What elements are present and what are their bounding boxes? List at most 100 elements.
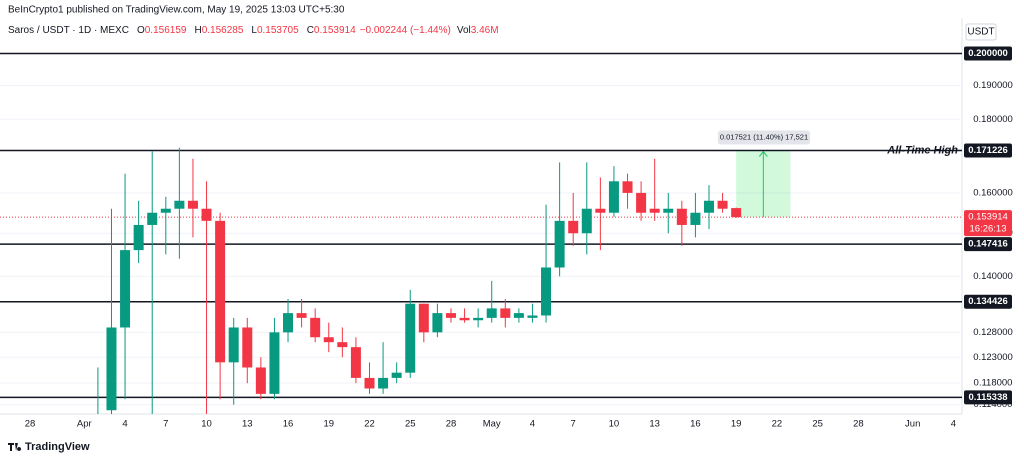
candle-body [269,332,280,394]
countdown: 16:26:13 [970,224,1007,235]
candle-body [513,313,524,318]
level-label-box [964,294,1012,309]
candle-body [568,220,579,234]
level-label-box [964,237,1012,252]
candle-body [432,313,443,333]
candle-body [201,208,212,221]
candle-body [228,327,239,363]
legend-item: 0.153914 [314,25,356,36]
candle-body [445,313,456,318]
legend-item: −0.002244 (−1.44%) [360,25,451,36]
candle-body [296,313,307,318]
measure-label: 0.017521 (11.40%) 17,521 [720,133,808,142]
candle-body [133,224,144,251]
candle-body [527,315,538,318]
x-tick-label: 28 [853,419,864,430]
candle-body [622,181,633,193]
x-tick-label: 4 [951,419,956,430]
y-tick-label: 0.160000 [973,187,1013,198]
candle-body [106,327,117,411]
currency-box [965,23,997,41]
candle-body [337,342,348,348]
y-tick-label: 0.140000 [973,271,1013,282]
legend-item: O [137,25,145,36]
candle-body [486,308,497,318]
level-label-box [964,143,1012,158]
x-tick-label: 19 [323,419,334,430]
candle-body [690,212,701,225]
x-tick-label: 10 [201,419,212,430]
legend-item: Saros / USDT · 1D · MEXC [8,25,129,36]
y-tick-label: 0.123000 [973,352,1013,363]
candle-body [174,200,185,209]
candle-body [310,317,321,338]
last-price-label: 0.153914 [968,212,1008,223]
x-tick-label: May [483,419,501,430]
candle-body [649,208,660,213]
candle-body [608,181,619,213]
x-tick-label: 28 [25,419,36,430]
candle-body [581,208,592,234]
legend-item: 3.46M [471,25,499,36]
x-tick-label: 4 [122,419,127,430]
x-tick-label: 16 [690,419,701,430]
x-tick-label: 7 [571,419,576,430]
candle-body [147,212,158,225]
x-tick-label: Apr [77,419,92,430]
candle-body [554,220,565,268]
candle-body [541,267,552,316]
candle-body [120,250,131,328]
x-tick-label: 19 [731,419,742,430]
candle-body [187,200,198,209]
candle-body [717,200,728,209]
candle-body [160,208,171,213]
last-price-box [964,210,1012,237]
x-tick-label: 25 [405,419,416,430]
level-label: 0.115338 [968,392,1007,403]
legend-item: H [194,25,201,36]
y-tick-label: 0.190000 [973,80,1013,91]
candle-body [663,208,674,213]
candle-body [242,327,253,368]
candle-body [405,303,416,373]
plot-area [0,52,962,414]
level-label: 0.134426 [968,296,1008,307]
legend-item: Vol [457,25,471,36]
x-tick-label: 7 [163,419,168,430]
candle-body [378,377,389,389]
candle-body [255,367,266,394]
symbol-legend: Saros / USDT · 1D · MEXC O0.156159 H0.1562… [8,25,499,36]
level-label: 0.200000 [968,48,1008,59]
legend-item: 0.156285 [202,25,244,36]
legend-item: L [251,25,257,36]
y-tick-label: 0.128000 [973,327,1013,338]
x-tick-label: 13 [242,419,253,430]
candle-body [215,220,226,363]
x-tick-label: 22 [364,419,375,430]
level-label: 0.147416 [968,239,1008,250]
candle-body [323,337,334,343]
candle-body [595,208,606,213]
x-tick-label: 25 [812,419,823,430]
x-tick-label: 10 [609,419,620,430]
y-tick-label: 0.118000 [974,378,1013,389]
candle-body [676,208,687,225]
legend-item: C [307,25,314,36]
legend-item: 0.156159 [145,25,187,36]
candle-body [283,313,294,333]
candle-body [704,200,714,213]
brand-logo [8,443,22,451]
candle-body [350,347,361,378]
brand: TradingView [25,441,90,453]
candle-body [418,303,429,333]
measure-label-box [718,130,810,145]
level-label: 0.171226 [968,145,1008,156]
measure-arrowhead [758,150,768,157]
x-tick-label: 22 [772,419,783,430]
currency[interactable]: USDT [967,27,994,38]
candle-body [473,317,484,321]
candle-body [731,208,742,218]
y-tick-label: 0.114000 [974,399,1013,410]
